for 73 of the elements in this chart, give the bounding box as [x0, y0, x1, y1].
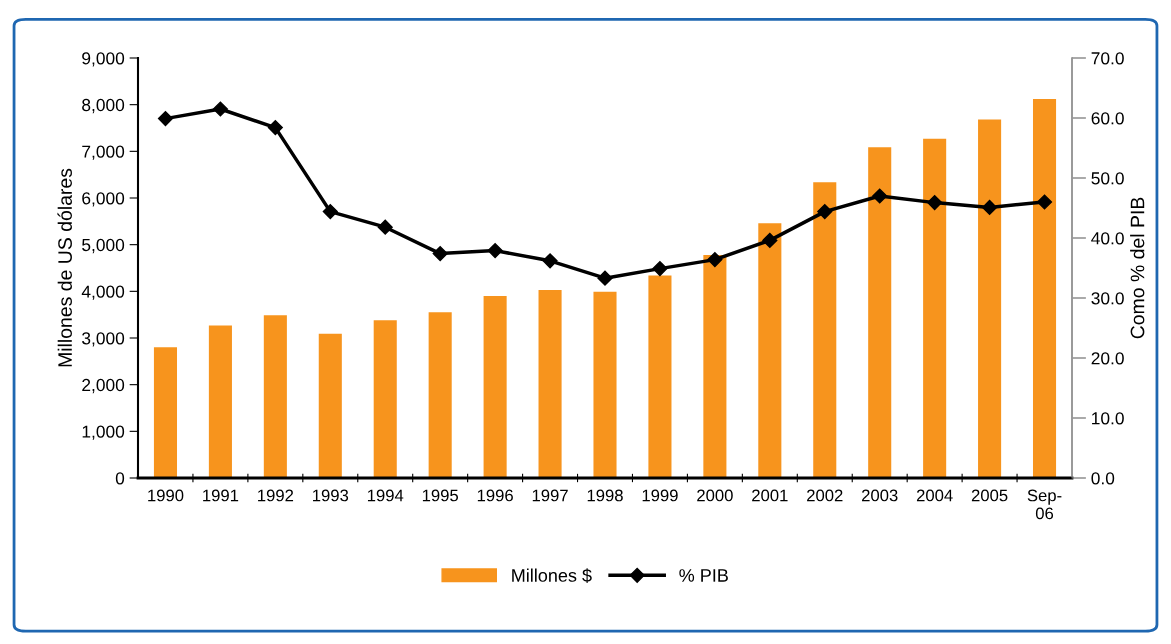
y2-tick-label: 60.0 [1091, 112, 1124, 125]
bar [758, 223, 782, 478]
x-tick-label: 1999 [642, 489, 678, 502]
y2-tick-label: 40.0 [1091, 232, 1124, 245]
x-tick-label: 2002 [807, 489, 843, 502]
bar [263, 315, 287, 478]
point [322, 204, 338, 220]
x-tick-label: 2000 [697, 489, 733, 502]
y2-axis-title: Como % del PIB [1130, 197, 1145, 339]
point [817, 204, 833, 220]
y-tick-label: 5,000 [82, 238, 125, 254]
bar [318, 333, 342, 478]
point [1036, 194, 1053, 210]
bar [978, 119, 1002, 478]
bar [923, 138, 947, 478]
y-tick-label: 9,000 [82, 52, 125, 67]
point [982, 199, 998, 215]
point [542, 253, 558, 269]
point [872, 188, 888, 204]
y-tick-label: 4,000 [81, 285, 125, 300]
legend-label: Millones $ [512, 568, 592, 583]
bar [428, 312, 452, 478]
x-tick-label: 1996 [477, 489, 513, 502]
point [432, 246, 448, 262]
x-tick-label: 2001 [752, 489, 788, 502]
bar [538, 289, 562, 478]
y-tick-label: 3,000 [82, 332, 125, 347]
y-tick-label: 1,000 [82, 425, 125, 440]
point [927, 195, 943, 211]
y2-tick-label: 20.0 [1091, 352, 1124, 365]
bar [868, 147, 892, 478]
point [377, 219, 393, 235]
point [212, 101, 228, 117]
bar [373, 320, 397, 478]
bar [1032, 99, 1057, 478]
y-tick-label: 0 [115, 472, 125, 485]
bar [813, 182, 837, 478]
x-tick-label: 2003 [862, 489, 898, 502]
x-tick-label: 2004 [916, 489, 953, 502]
y2-tick-label: 10.0 [1092, 412, 1124, 425]
x-tick-label: 1995 [422, 489, 459, 502]
y2-tick-label: 50.0 [1091, 172, 1124, 185]
y-tick-label: 2,000 [82, 378, 125, 394]
bar [593, 291, 617, 478]
bar [703, 254, 727, 478]
y-tick-label: 6,000 [82, 192, 125, 207]
point [487, 243, 503, 259]
x-tick-label: 1990 [148, 489, 184, 502]
x-tick-label: 1991 [203, 489, 239, 502]
bar [648, 275, 672, 478]
point [652, 261, 668, 277]
y2-tick-label: 30.0 [1091, 292, 1124, 305]
bar [208, 325, 232, 478]
point [762, 232, 778, 248]
x-tick-label: 1998 [587, 489, 623, 502]
x-tick-label: 1997 [532, 489, 568, 502]
x-tick-label: Sep- 06 [1027, 489, 1062, 520]
legend-label: % PIB [679, 569, 728, 582]
point [707, 252, 723, 268]
x-tick-label: 1994 [367, 489, 404, 502]
y2-tick-label: 70.0 [1091, 52, 1124, 65]
y2-tick-label: 0.0 [1091, 472, 1115, 485]
bar [483, 296, 507, 478]
point [267, 120, 283, 136]
point [597, 270, 613, 286]
x-tick-label: 2005 [971, 489, 1008, 502]
x-tick-label: 1992 [258, 489, 294, 502]
y-axis-title: Millones de US dólares [57, 168, 72, 367]
x-tick-label: 1993 [313, 489, 349, 502]
point [157, 111, 174, 127]
y-tick-label: 8,000 [82, 98, 125, 114]
y-tick-label: 7,000 [82, 145, 125, 160]
bar [153, 347, 178, 478]
